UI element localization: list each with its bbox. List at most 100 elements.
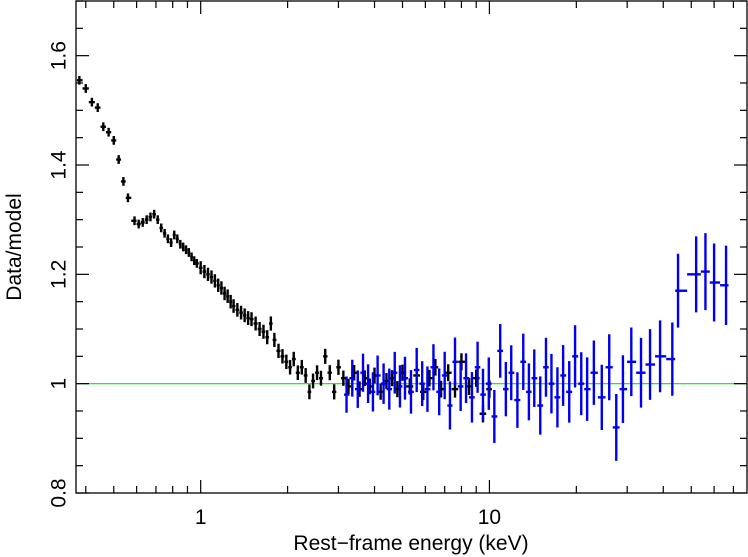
x-tick-label: 10 [478, 506, 501, 529]
data-point [430, 344, 437, 391]
data-point [469, 372, 475, 423]
data-point [645, 329, 656, 400]
data-point [148, 212, 153, 222]
data-point [526, 363, 532, 421]
data-points [76, 75, 729, 461]
data-point [195, 259, 199, 268]
data-point [166, 234, 170, 244]
data-point [323, 348, 328, 364]
data-point [480, 368, 486, 421]
data-point [219, 281, 224, 295]
data-point [402, 356, 408, 400]
data-point [655, 320, 667, 393]
data-point [336, 359, 341, 375]
data-point [288, 360, 292, 375]
data-point [537, 376, 544, 435]
data-point [111, 136, 117, 145]
data-point [700, 233, 710, 311]
data-point [543, 337, 549, 397]
data-point [272, 332, 277, 348]
data-point [206, 267, 210, 281]
data-point [709, 243, 721, 322]
data-point [572, 325, 579, 388]
data-point [131, 216, 137, 226]
data-point [578, 352, 585, 416]
data-point [331, 384, 337, 400]
data-point [100, 122, 106, 132]
data-point [424, 366, 431, 412]
data-point [380, 363, 387, 404]
data-point [687, 236, 701, 313]
data-point [209, 270, 214, 284]
data-point [474, 341, 481, 393]
data-point [121, 177, 126, 186]
data-point [249, 312, 254, 327]
data-point [187, 248, 191, 257]
data-point [162, 228, 167, 238]
data-point [261, 324, 266, 339]
data-point [223, 286, 227, 301]
data-point [319, 370, 324, 386]
plot-frame [75, 0, 748, 494]
data-point [144, 215, 149, 225]
data-point [503, 361, 509, 417]
y-axis-label: Data/model [3, 193, 26, 300]
data-point [508, 345, 515, 401]
data-point [155, 215, 160, 225]
data-point [360, 353, 366, 392]
data-point [88, 97, 95, 107]
data-point [407, 370, 414, 414]
y-tick-label: 1.4 [48, 150, 71, 180]
data-point [590, 340, 598, 405]
data-point [666, 322, 676, 396]
tick-labels: 1 10 0.8 1 1.2 1.4 1.6 [48, 41, 502, 529]
data-point [253, 316, 258, 331]
data-point [370, 372, 376, 412]
data-point [463, 353, 470, 404]
data-point [136, 219, 141, 229]
data-point [181, 242, 185, 252]
data-point [213, 274, 217, 288]
data-point [554, 367, 561, 428]
data-point [447, 381, 453, 430]
data-point [315, 365, 320, 381]
data-point [627, 327, 637, 397]
y-tick-label: 0.8 [48, 478, 71, 507]
data-point [303, 368, 308, 383]
data-point [235, 303, 240, 317]
data-point [291, 351, 296, 367]
data-point [441, 351, 448, 400]
data-point [566, 361, 573, 423]
data-point [720, 245, 729, 325]
data-point [239, 305, 243, 320]
data-point [636, 337, 646, 408]
data-point [105, 127, 112, 137]
data-point [284, 354, 289, 370]
axis-ticks [76, 0, 747, 494]
data-point [116, 155, 122, 164]
data-point [485, 357, 492, 410]
data-point [269, 316, 273, 331]
data-point [246, 311, 250, 325]
data-point [76, 75, 83, 85]
data-point [340, 370, 346, 386]
data-point [327, 365, 332, 381]
data-point [172, 230, 176, 240]
y-tick-label: 1 [48, 378, 71, 390]
data-point [452, 337, 458, 387]
data-point [311, 373, 316, 389]
data-point [413, 347, 420, 393]
data-point [436, 368, 442, 416]
data-point [232, 299, 236, 313]
data-point [82, 84, 89, 93]
data-point [159, 223, 163, 233]
series-0 [76, 75, 492, 423]
data-point [386, 368, 393, 410]
data-point [584, 357, 591, 421]
data-point [178, 239, 182, 249]
data-point [190, 252, 193, 262]
data-point [392, 351, 398, 394]
data-point [169, 238, 173, 247]
y-tick-label: 1.6 [48, 41, 71, 70]
